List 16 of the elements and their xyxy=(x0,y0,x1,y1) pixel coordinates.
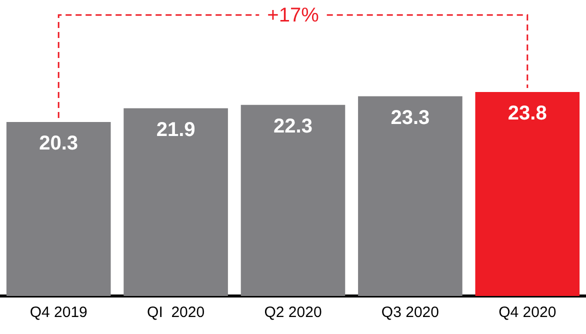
data-label: 21.9 xyxy=(156,118,196,141)
bar xyxy=(358,96,462,296)
text: +17% xyxy=(267,4,320,27)
x-tick-label: Q4 2020 xyxy=(498,304,556,322)
bar xyxy=(475,92,580,296)
data-label: 23.8 xyxy=(508,102,547,125)
data-label: 20.3 xyxy=(39,132,78,155)
x-tick-label: Q2 2020 xyxy=(264,304,322,322)
data-label: 22.3 xyxy=(274,115,312,138)
x-tick-label: Q4 2019 xyxy=(30,304,88,322)
data-label: 23.3 xyxy=(390,106,430,129)
x-tick-label: QI 2020 xyxy=(147,304,205,322)
x-tick-label: Q3 2020 xyxy=(381,304,439,322)
bar xyxy=(124,108,228,296)
bar xyxy=(6,122,111,296)
bar xyxy=(240,104,346,296)
